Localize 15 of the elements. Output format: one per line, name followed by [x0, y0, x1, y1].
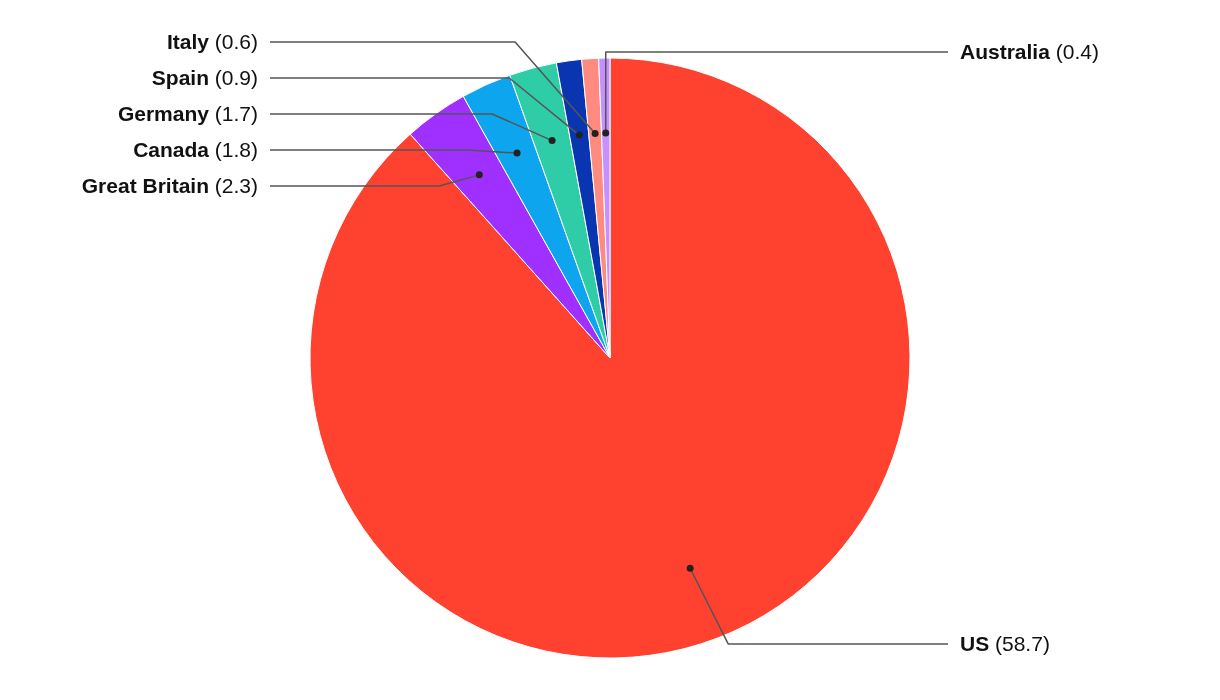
slice-label: Great Britain — [81, 174, 209, 198]
data-label: (0.9) — [208, 66, 258, 90]
slice-label: Canada — [133, 138, 210, 162]
data-label: (0.6) — [208, 30, 258, 54]
slice-label: Germany — [117, 102, 210, 126]
data-label: (1.8) — [208, 138, 258, 162]
slice-label: Spain — [151, 66, 209, 90]
data-label: (1.7) — [208, 102, 258, 126]
data-label: (2.3) — [208, 174, 258, 198]
data-label: (58.7) — [989, 632, 1050, 656]
pie-slice — [310, 57, 911, 659]
slice-label: Italy — [166, 30, 210, 54]
slice-label: US — [960, 632, 990, 656]
data-label: (0.4) — [1049, 40, 1099, 64]
slice-label: Australia — [960, 40, 1051, 64]
